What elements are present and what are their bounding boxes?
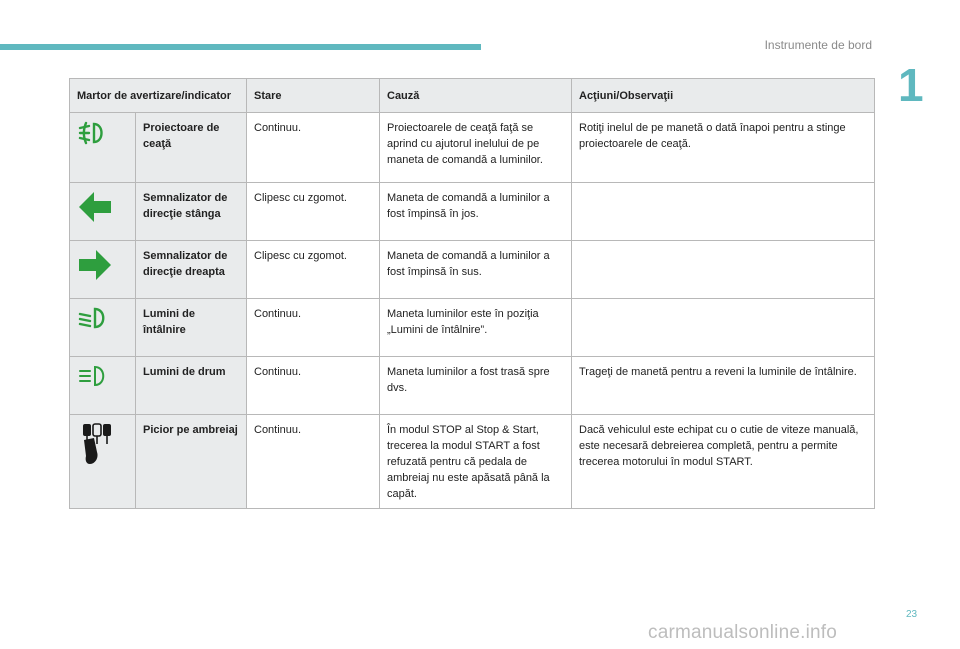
table-row: Semnalizator de direcţie stânga Clipesc … [69,182,875,241]
icon-cell [69,414,136,509]
cause-cell: Maneta de comandă a luminilor a fost împ… [379,240,572,299]
cause-cell: În modul STOP al Stop & Start, trecerea … [379,414,572,509]
cause-cell: Proiectoarele de ceaţă faţă se aprind cu… [379,112,572,183]
cause-cell: Maneta luminilor este în poziţia „Lumini… [379,298,572,357]
state-cell: Continuu. [246,356,380,415]
left-turn-signal-icon [79,192,111,222]
chapter-number: 1 [898,59,924,111]
indicator-name: Picior pe ambreiaj [135,414,247,509]
column-header-indicator: Martor de avertizare/indicator [69,78,247,113]
indicator-name: Lumini de drum [135,356,247,415]
table-row: Picior pe ambreiaj Continuu. În modul ST… [69,414,875,509]
action-cell: Dacă vehiculul este echipat cu o cutie d… [571,414,875,509]
page-number: 23 [906,609,918,620]
indicator-name: Proiectoare de ceaţă [135,112,247,183]
icon-cell [69,240,136,299]
cause-cell: Maneta luminilor a fost trasă spre dvs. [379,356,572,415]
table-row: Proiectoare de ceaţă Continuu. Proiectoa… [69,112,875,183]
header-accent-bar [0,44,481,50]
table-row: Lumini de drum Continuu. Maneta luminilo… [69,356,875,415]
icon-cell [69,112,136,183]
column-header-cause: Cauză [379,78,572,113]
action-cell [571,298,875,357]
foot-on-clutch-icon [83,423,111,464]
main-beam-icon [79,365,105,387]
column-header-actions: Acţiuni/Observaţii [571,78,875,113]
right-turn-signal-icon [79,250,111,280]
column-header-state: Stare [246,78,380,113]
section-title: Instrumente de bord [764,38,872,52]
action-cell [571,240,875,299]
indicator-name: Semnalizator de direcţie dreapta [135,240,247,299]
state-cell: Continuu. [246,298,380,357]
state-cell: Clipesc cu zgomot. [246,240,380,299]
state-cell: Clipesc cu zgomot. [246,182,380,241]
indicator-name: Lumini de întâlnire [135,298,247,357]
table-row: Semnalizator de direcţie dreapta Clipesc… [69,240,875,299]
action-cell: Rotiţi inelul de pe manetă o dată înapoi… [571,112,875,183]
cause-cell: Maneta de comandă a luminilor a fost împ… [379,182,572,241]
dipped-beam-icon [78,307,105,329]
icon-cell [69,356,136,415]
action-cell [571,182,875,241]
front-fog-lamp-icon [78,121,103,145]
indicator-name: Semnalizator de direcţie stânga [135,182,247,241]
state-cell: Continuu. [246,112,380,183]
warning-lights-table: Martor de avertizare/indicator Stare Cau… [69,78,875,509]
table-row: Lumini de întâlnire Continuu. Maneta lum… [69,298,875,357]
action-cell: Trageţi de manetă pentru a reveni la lum… [571,356,875,415]
icon-cell [69,298,136,357]
watermark: carmanualsonline.info [648,622,838,643]
state-cell: Continuu. [246,414,380,509]
icon-cell [69,182,136,241]
table-header-row: Martor de avertizare/indicator Stare Cau… [69,78,875,113]
